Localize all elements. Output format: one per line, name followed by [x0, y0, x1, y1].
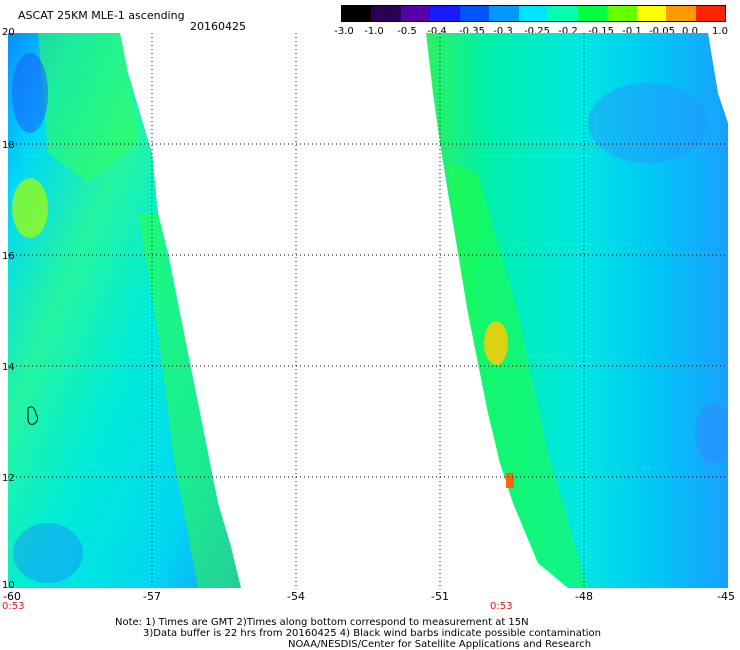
- cb-tick: -0.5: [397, 26, 417, 37]
- lat-label: 20: [2, 27, 15, 38]
- cb-tick: -1.0: [364, 26, 384, 37]
- color-swatch: [577, 6, 608, 21]
- left-swath-highlight: [12, 53, 48, 133]
- product-title: ASCAT 25KM MLE-1 ascending: [18, 9, 185, 22]
- color-swatch: [459, 6, 490, 21]
- cb-tick: -0.4: [427, 26, 447, 37]
- map-grid: [8, 33, 728, 588]
- cb-tick: 0.0: [682, 26, 698, 37]
- cb-tick: -0.05: [649, 26, 675, 37]
- color-swatch: [607, 6, 637, 21]
- footer-note-line: Note: 1) Times are GMT 2)Times along bot…: [115, 617, 529, 628]
- left-swath-highlight: [13, 523, 83, 583]
- lon-label: -45: [717, 590, 735, 603]
- wind-swath-map: [8, 33, 728, 588]
- color-swatch: [548, 6, 578, 21]
- cb-tick: 1.0: [712, 26, 728, 37]
- lat-label: 10: [2, 580, 15, 591]
- color-swatch: [666, 6, 696, 21]
- lat-label: 18: [2, 140, 15, 151]
- lon-label: -57: [143, 590, 161, 603]
- left-swath-highlight: [38, 33, 138, 183]
- left-swath-highlight: [138, 213, 241, 588]
- color-swatch: [695, 6, 726, 21]
- lon-label: -60: [3, 590, 21, 603]
- right-swath-highlight: [695, 403, 728, 463]
- color-swatch: [518, 6, 549, 21]
- cb-tick: -0.25: [524, 26, 550, 37]
- cb-tick: -0.3: [493, 26, 513, 37]
- right-swath-highlight: [506, 473, 514, 488]
- product-date: 20160425: [190, 20, 246, 33]
- right-swath-highlight: [484, 321, 508, 365]
- color-swatch: [489, 6, 519, 21]
- color-swatch: [636, 6, 667, 21]
- left-swath-highlight: [12, 178, 48, 238]
- cb-tick: -0.15: [588, 26, 614, 37]
- island-outline: [27, 406, 39, 425]
- lat-label: 14: [2, 362, 15, 373]
- footer-credit: NOAA/NESDIS/Center for Satellite Applica…: [288, 639, 592, 650]
- lat-label: 16: [2, 251, 15, 262]
- color-scale-bar: [341, 5, 726, 22]
- color-swatch: [342, 6, 372, 21]
- color-swatch: [371, 6, 401, 21]
- cb-tick: -0.1: [622, 26, 642, 37]
- cb-tick: -0.2: [558, 26, 578, 37]
- color-scale-ticks: -3.0 -1.0 -0.5 -0.4 -0.35 -0.3 -0.25 -0.…: [330, 26, 730, 38]
- pass-time-label: 0:53: [2, 601, 25, 612]
- pass-time-label: 0:53: [490, 601, 513, 612]
- footer-notes: Note: 1) Times are GMT 2)Times along bot…: [115, 617, 601, 650]
- cb-tick: -3.0: [334, 26, 354, 37]
- color-swatch: [400, 6, 431, 21]
- lon-label: -51: [431, 590, 449, 603]
- cb-tick: -0.35: [459, 26, 485, 37]
- lat-label: 12: [2, 473, 15, 484]
- footer-note-line: 3)Data buffer is 22 hrs from 20160425 4)…: [143, 628, 601, 639]
- lon-label: -54: [287, 590, 305, 603]
- right-swath-highlight: [448, 163, 588, 588]
- right-swath-highlight: [588, 83, 708, 163]
- map-canvas: [8, 33, 728, 588]
- lon-label: -48: [575, 590, 593, 603]
- color-swatch: [430, 6, 460, 21]
